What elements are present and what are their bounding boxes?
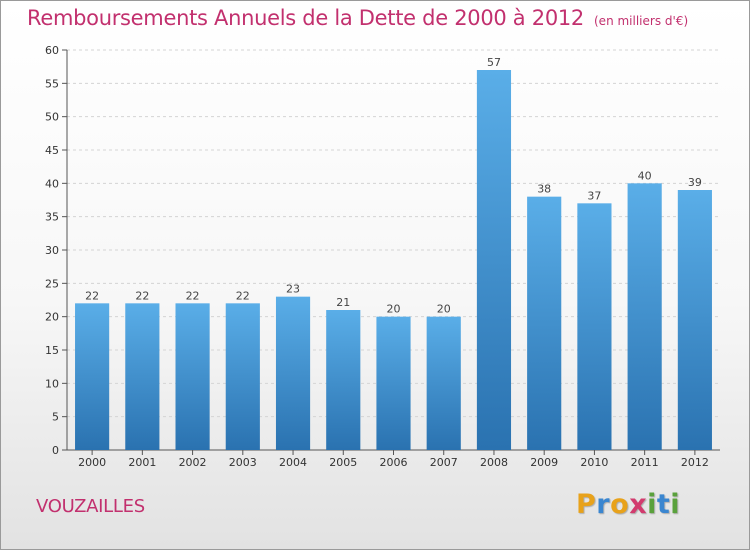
data-label-2007: 20 <box>437 303 451 316</box>
x-tick-label-2001: 2001 <box>128 456 156 469</box>
y-tick-label: 35 <box>45 211 59 224</box>
logo-letter: o <box>610 489 630 520</box>
bar-2010 <box>577 203 612 450</box>
bar-2004 <box>275 296 311 450</box>
x-tick-label-2002: 2002 <box>179 456 207 469</box>
logo-letter: r <box>596 489 611 520</box>
y-tick-label: 55 <box>45 77 59 90</box>
data-label-2011: 40 <box>638 169 652 182</box>
x-tick-label-2009: 2009 <box>530 456 558 469</box>
chart-title: Remboursements Annuels de la Dette de 20… <box>27 6 689 30</box>
x-tick-label-2010: 2010 <box>580 456 608 469</box>
data-label-2002: 22 <box>186 289 200 302</box>
data-label-2006: 20 <box>387 303 401 316</box>
data-label-2009: 38 <box>537 183 551 196</box>
x-tick-label-2012: 2012 <box>681 456 709 469</box>
x-tick-label-2008: 2008 <box>480 456 508 469</box>
x-tick-label-2005: 2005 <box>329 456 357 469</box>
data-label-2004: 23 <box>286 283 300 296</box>
y-tick-label: 30 <box>45 244 59 257</box>
y-tick-label: 50 <box>45 111 59 124</box>
proxiti-logo: Proxiti <box>576 489 680 520</box>
bar-2009 <box>527 196 562 450</box>
commune-name: VOUZAILLES <box>36 496 145 517</box>
logo-letter: x <box>629 489 648 520</box>
x-tick-label-2006: 2006 <box>380 456 408 469</box>
data-label-2010: 37 <box>587 189 601 202</box>
unit-note: (en milliers d'€) <box>594 14 689 28</box>
bar-2002 <box>175 303 210 450</box>
bar-2001 <box>125 303 160 450</box>
bar-2012 <box>677 190 712 450</box>
y-tick-label: 5 <box>52 411 59 424</box>
bar-2005 <box>326 310 361 450</box>
bar-2008 <box>476 70 512 450</box>
data-label-2003: 22 <box>236 289 250 302</box>
data-label-2012: 39 <box>688 176 702 189</box>
data-label-2000: 22 <box>85 289 99 302</box>
bar-2011 <box>627 183 662 451</box>
x-tick-label-2004: 2004 <box>279 456 307 469</box>
data-label-2001: 22 <box>135 289 149 302</box>
y-tick-label: 0 <box>52 444 59 457</box>
y-tick-label: 10 <box>45 377 59 390</box>
logo-letter: P <box>576 489 597 520</box>
bar-2007 <box>426 316 461 450</box>
logo-letter: i <box>647 489 657 520</box>
y-tick-label: 25 <box>45 277 59 290</box>
data-label-2008: 57 <box>487 56 501 69</box>
y-tick-label: 40 <box>45 177 59 190</box>
bar-2006 <box>376 316 411 450</box>
y-tick-label: 15 <box>45 344 59 357</box>
x-tick-label-2003: 2003 <box>229 456 257 469</box>
y-tick-label: 45 <box>45 144 59 157</box>
data-label-2005: 21 <box>336 296 350 309</box>
bar-2003 <box>225 303 260 450</box>
logo-letter: t <box>656 489 671 520</box>
x-tick-label-2007: 2007 <box>430 456 458 469</box>
y-tick-label: 60 <box>45 44 59 57</box>
bar-2000 <box>75 303 110 450</box>
logo-letter: i <box>670 489 681 520</box>
y-tick-label: 20 <box>45 311 59 324</box>
x-tick-label-2011: 2011 <box>631 456 659 469</box>
x-tick-label-2000: 2000 <box>78 456 106 469</box>
